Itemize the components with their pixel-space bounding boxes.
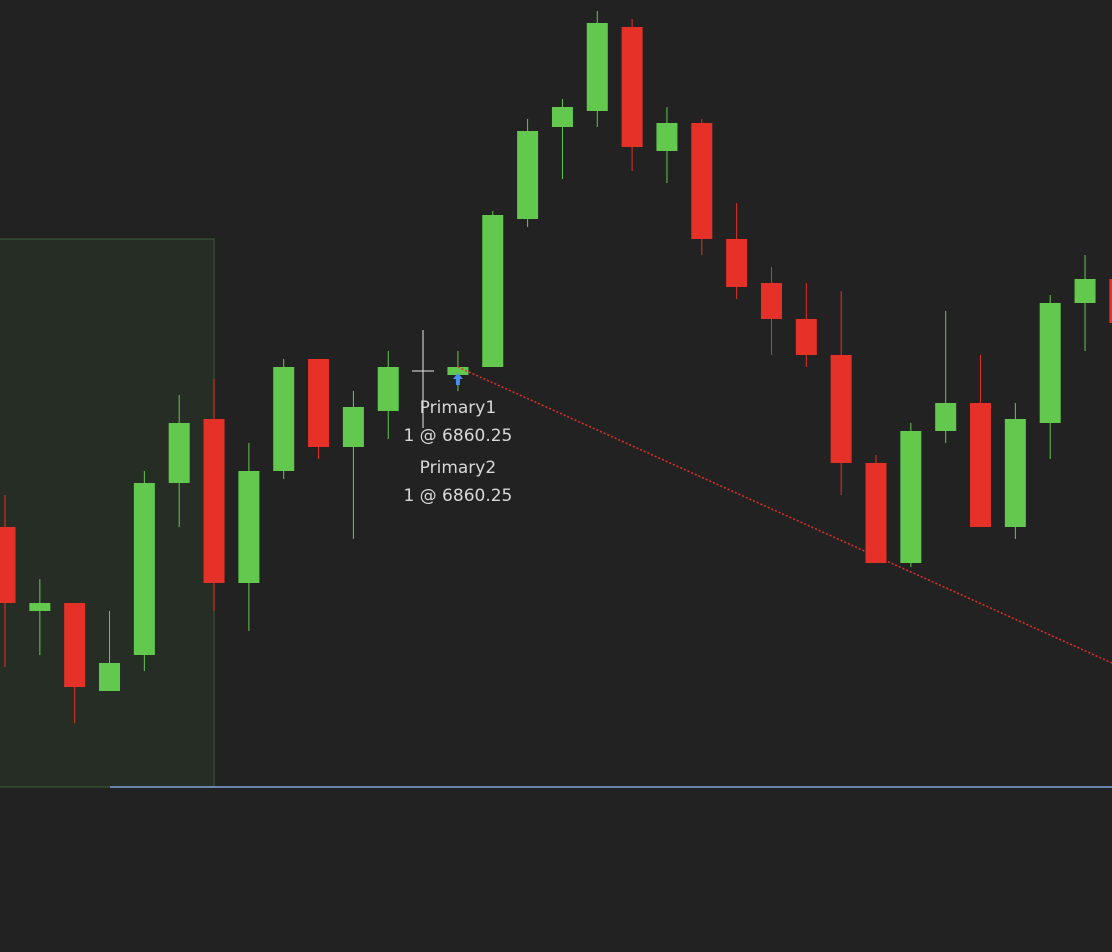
candle-body (447, 367, 469, 375)
candle-body (377, 367, 399, 411)
candle-body (1074, 279, 1096, 303)
execution-name: Primary1 (420, 398, 497, 418)
candle-body (691, 123, 713, 239)
execution-label: 1 @ 6860.25 (403, 486, 512, 506)
candle-body (900, 431, 922, 563)
candle-body (517, 131, 539, 219)
candle-body (482, 215, 504, 367)
candle-body (0, 527, 16, 603)
entry-arrow (452, 373, 463, 385)
candle-body (133, 483, 155, 655)
candle-body (795, 319, 817, 355)
candle-body (656, 123, 678, 151)
candle-body (935, 403, 957, 431)
candle-body (342, 407, 364, 447)
candle-body (203, 419, 225, 583)
candle-body (273, 367, 295, 471)
plot-area (0, 11, 1112, 788)
candle-body (308, 359, 330, 447)
candle-body (64, 603, 86, 687)
candle-body (621, 27, 643, 147)
candle-body (99, 663, 121, 691)
candle-body (168, 423, 190, 483)
execution-label: 1 @ 6860.25 (403, 426, 512, 446)
candle-body (586, 23, 608, 111)
candle-body (1109, 279, 1112, 323)
candle-body (238, 471, 260, 583)
candle-body (726, 239, 748, 287)
candle-body (830, 355, 852, 463)
candle-body (551, 107, 573, 127)
candle-body (865, 463, 887, 563)
candle-body (970, 403, 992, 527)
zone (0, 238, 215, 788)
execution-name: Primary2 (420, 458, 497, 478)
candle-body (1039, 303, 1061, 423)
candle-body (1004, 419, 1026, 527)
candle-body (29, 603, 51, 611)
candle-body (760, 283, 782, 319)
